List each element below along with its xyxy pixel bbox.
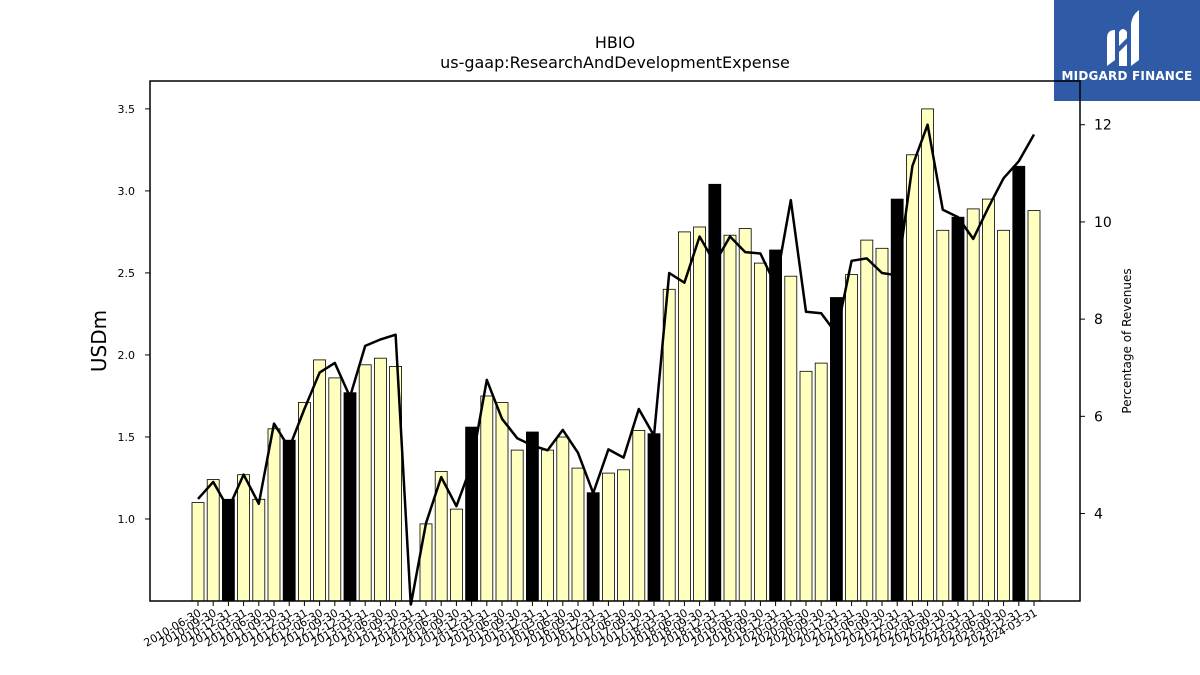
quarter-bar [754, 262, 767, 602]
quarter-bar [906, 154, 919, 602]
midgard-finance-logo-icon [1107, 10, 1139, 66]
quarter-bar [449, 508, 463, 602]
annual-bar [769, 249, 782, 602]
quarter-bar [373, 357, 387, 602]
quarter-bar [328, 377, 342, 602]
annual-bar [526, 431, 539, 602]
quarter-bar [419, 523, 433, 602]
percentage-line-series [197, 123, 1036, 606]
quarter-bar [632, 429, 646, 602]
quarter-bar [617, 469, 630, 602]
y2-tick-label: 8 [1094, 312, 1103, 328]
y2-tick-label: 10 [1094, 215, 1112, 231]
quarter-bar [252, 498, 266, 602]
y-axis-ticks: 1.0 1.5 2.0 2.5 3.0 3.5 [118, 103, 150, 526]
y2-tick-label: 6 [1094, 409, 1103, 425]
y2-axis-label: Percentage of Revenues [1120, 268, 1134, 413]
chart-subtitle: us-gaap:ResearchAndDevelopmentExpense [440, 53, 790, 72]
annual-bar [708, 183, 722, 602]
quarter-bar [997, 229, 1010, 602]
x-axis-ticks: 2010-06-302010-09-302010-12-312011-03-31… [142, 601, 1040, 650]
quarter-bar [936, 229, 950, 602]
quarter-bar [206, 479, 220, 602]
midgard-finance-logo: MIDGARD FINANCE [1054, 0, 1200, 101]
quarter-bar [982, 198, 995, 602]
annual-bar [465, 426, 479, 602]
quarter-bar [875, 247, 889, 602]
annual-bar [951, 216, 965, 602]
percentage-line [197, 123, 1036, 606]
plot-frame [149, 80, 1081, 602]
y-tick-label: 3.0 [118, 185, 136, 198]
quarter-bar [510, 449, 524, 602]
y-tick-label: 3.5 [118, 103, 136, 116]
quarter-bar [845, 274, 858, 602]
quarter-bar [860, 239, 874, 602]
midgard-finance-logo-text: MIDGARD FINANCE [1061, 69, 1193, 83]
annual-bar [1012, 165, 1026, 602]
quarter-bar [267, 428, 281, 602]
annual-bar [586, 492, 600, 602]
quarter-bar [602, 472, 615, 602]
annual-bar [890, 198, 904, 602]
quarter-bar [313, 359, 327, 602]
quarter-bar [662, 288, 676, 602]
quarter-bar [556, 436, 570, 602]
annual-bar [343, 392, 357, 602]
bar-series [191, 108, 1041, 602]
quarter-bar [799, 370, 813, 602]
quarter-bar [191, 502, 205, 602]
quarter-bar [784, 275, 798, 602]
annual-bar [647, 433, 661, 602]
quarter-bar [921, 108, 934, 602]
y-tick-label: 2.5 [118, 267, 136, 280]
y-tick-label: 1.0 [118, 513, 136, 526]
y-tick-label: 1.5 [118, 431, 136, 444]
y-tick-label: 2.0 [118, 349, 136, 362]
annual-bar [221, 498, 235, 602]
y2-tick-label: 4 [1094, 507, 1103, 523]
quarter-bar [358, 364, 372, 602]
y2-tick-label: 12 [1094, 118, 1112, 134]
quarter-bar [723, 234, 737, 602]
quarter-bar [541, 449, 554, 602]
chart-title: HBIO [595, 33, 635, 52]
quarter-bar [814, 362, 828, 602]
y2-axis-ticks: 4 6 8 10 12 [1080, 118, 1112, 523]
quarter-bar [1027, 210, 1041, 602]
quarter-bar [693, 226, 706, 602]
quarter-bar [297, 402, 311, 602]
quarter-bar [495, 402, 509, 602]
quarter-bar [237, 474, 251, 602]
y-axis-label: USDm [87, 310, 111, 372]
quarter-bar [571, 467, 585, 602]
annual-bar [282, 439, 296, 602]
quarter-bar [738, 228, 752, 602]
quarter-bar [480, 395, 494, 602]
annual-bar [830, 297, 843, 602]
quarter-bar [678, 231, 691, 602]
quarter-bar [966, 208, 980, 602]
